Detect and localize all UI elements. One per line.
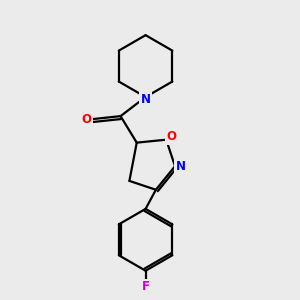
Text: O: O bbox=[167, 130, 176, 143]
Text: N: N bbox=[141, 93, 151, 106]
Text: F: F bbox=[142, 280, 150, 293]
Text: N: N bbox=[176, 160, 186, 173]
Text: O: O bbox=[81, 112, 91, 126]
